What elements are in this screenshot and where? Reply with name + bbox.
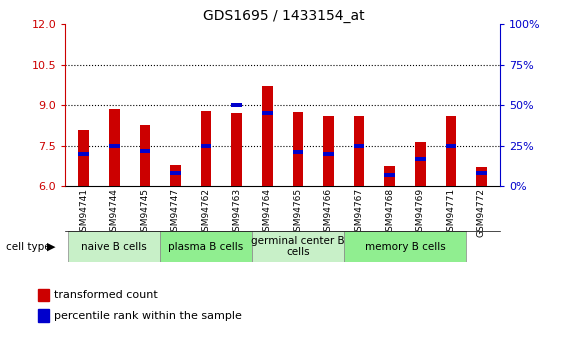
FancyBboxPatch shape — [160, 231, 252, 262]
Text: ▶: ▶ — [47, 242, 56, 252]
Bar — [445, 116, 456, 186]
Bar — [78, 152, 89, 156]
Bar — [201, 144, 211, 148]
Bar — [170, 165, 181, 186]
Text: percentile rank within the sample: percentile rank within the sample — [53, 311, 241, 321]
Bar — [476, 171, 487, 175]
Bar — [262, 111, 273, 115]
Bar — [109, 144, 120, 148]
Bar — [231, 103, 242, 107]
Bar — [140, 126, 150, 186]
Bar — [109, 109, 120, 186]
FancyBboxPatch shape — [344, 231, 466, 262]
Bar — [140, 149, 150, 152]
Bar — [476, 167, 487, 186]
Text: plasma B cells: plasma B cells — [169, 242, 244, 252]
Bar — [78, 129, 89, 186]
Bar — [38, 309, 49, 322]
Text: naive B cells: naive B cells — [81, 242, 147, 252]
Text: memory B cells: memory B cells — [365, 242, 445, 252]
Bar — [354, 144, 365, 148]
Bar — [201, 111, 211, 186]
Bar — [323, 152, 334, 156]
FancyBboxPatch shape — [252, 231, 344, 262]
Text: cell type: cell type — [6, 242, 51, 252]
Text: germinal center B
cells: germinal center B cells — [251, 236, 345, 257]
Bar — [385, 173, 395, 177]
Bar — [38, 289, 49, 301]
Bar — [262, 86, 273, 186]
Bar — [323, 116, 334, 186]
FancyBboxPatch shape — [68, 231, 160, 262]
Bar — [415, 157, 425, 161]
Bar — [385, 166, 395, 186]
Bar — [445, 144, 456, 148]
Bar — [170, 171, 181, 175]
Text: GDS1695 / 1433154_at: GDS1695 / 1433154_at — [203, 9, 365, 23]
Bar — [354, 116, 365, 186]
Bar — [293, 150, 303, 154]
Bar — [293, 112, 303, 186]
Bar — [231, 113, 242, 186]
Bar — [415, 142, 425, 186]
Text: transformed count: transformed count — [53, 290, 157, 300]
